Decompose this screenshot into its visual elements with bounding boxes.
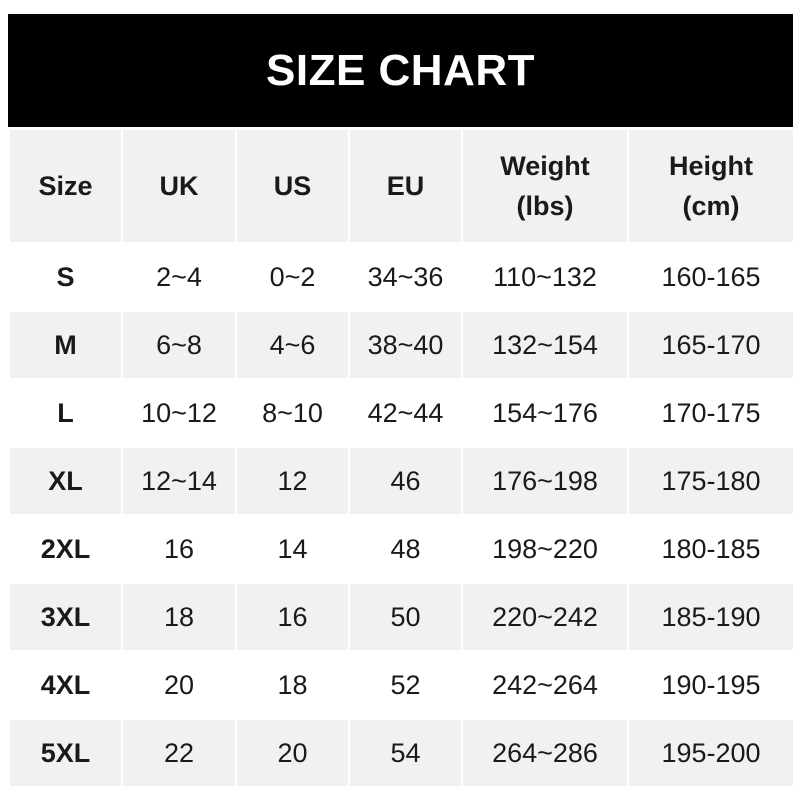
- size-cell: 4XL: [8, 650, 123, 720]
- table-row: 4XL 20 18 52 242~264 190-195: [8, 650, 795, 720]
- table-cell: 18: [121, 582, 237, 652]
- table-cell: 132~154: [461, 310, 629, 380]
- table-cell: 34~36: [348, 242, 463, 312]
- size-table: Size UK US EU Weight (lbs) Height (cm) S 2~4 0~2 3…: [8, 128, 795, 788]
- column-header-unit: (cm): [682, 191, 740, 221]
- table-cell: 195-200: [627, 718, 795, 788]
- table-cell: 50: [348, 582, 463, 652]
- table-cell: 20: [121, 650, 237, 720]
- table-cell: 185-190: [627, 582, 795, 652]
- table-row: S 2~4 0~2 34~36 110~132 160-165: [8, 242, 795, 312]
- table-cell: 154~176: [461, 378, 629, 448]
- table-cell: 0~2: [235, 242, 350, 312]
- table-cell: 190-195: [627, 650, 795, 720]
- table-cell: 110~132: [461, 242, 629, 312]
- column-header-label: Height: [669, 151, 753, 181]
- column-header-label: EU: [386, 171, 425, 201]
- table-cell: 10~12: [121, 378, 237, 448]
- header-row: Size UK US EU Weight (lbs) Height (cm): [8, 128, 795, 244]
- size-cell: S: [8, 242, 123, 312]
- table-cell: 42~44: [348, 378, 463, 448]
- table-cell: 22: [121, 718, 237, 788]
- table-cell: 16: [121, 514, 237, 584]
- size-cell: 2XL: [8, 514, 123, 584]
- column-header-label: US: [273, 171, 312, 201]
- table-cell: 220~242: [461, 582, 629, 652]
- size-cell: 5XL: [8, 718, 123, 788]
- table-row: 5XL 22 20 54 264~286 195-200: [8, 718, 795, 788]
- column-header: EU: [348, 128, 463, 244]
- table-cell: 264~286: [461, 718, 629, 788]
- table-cell: 2~4: [121, 242, 237, 312]
- table-cell: 18: [235, 650, 350, 720]
- table-cell: 180-185: [627, 514, 795, 584]
- table-cell: 12~14: [121, 446, 237, 516]
- size-cell: XL: [8, 446, 123, 516]
- size-cell: L: [8, 378, 123, 448]
- column-header-label: Weight: [500, 151, 590, 181]
- table-cell: 20: [235, 718, 350, 788]
- table-cell: 8~10: [235, 378, 350, 448]
- table-row: XL 12~14 12 46 176~198 175-180: [8, 446, 795, 516]
- table-cell: 170-175: [627, 378, 795, 448]
- table-cell: 160-165: [627, 242, 795, 312]
- table-cell: 176~198: [461, 446, 629, 516]
- table-cell: 48: [348, 514, 463, 584]
- table-cell: 12: [235, 446, 350, 516]
- column-header: UK: [121, 128, 237, 244]
- table-cell: 4~6: [235, 310, 350, 380]
- table-cell: 46: [348, 446, 463, 516]
- size-cell: 3XL: [8, 582, 123, 652]
- column-header: Size: [8, 128, 123, 244]
- table-cell: 175-180: [627, 446, 795, 516]
- table-cell: 16: [235, 582, 350, 652]
- column-header-label: UK: [159, 171, 199, 201]
- table-cell: 6~8: [121, 310, 237, 380]
- column-header: Height (cm): [627, 128, 795, 244]
- column-header: Weight (lbs): [461, 128, 629, 244]
- column-header-unit: (lbs): [516, 191, 574, 221]
- table-row: 3XL 18 16 50 220~242 185-190: [8, 582, 795, 652]
- table-cell: 52: [348, 650, 463, 720]
- size-chart-title: SIZE CHART: [8, 14, 793, 127]
- table-cell: 14: [235, 514, 350, 584]
- table-cell: 165-170: [627, 310, 795, 380]
- table-row: 2XL 16 14 48 198~220 180-185: [8, 514, 795, 584]
- table-cell: 38~40: [348, 310, 463, 380]
- table-cell: 242~264: [461, 650, 629, 720]
- table-cell: 198~220: [461, 514, 629, 584]
- column-header: US: [235, 128, 350, 244]
- table-row: M 6~8 4~6 38~40 132~154 165-170: [8, 310, 795, 380]
- size-cell: M: [8, 310, 123, 380]
- table-cell: 54: [348, 718, 463, 788]
- column-header-label: Size: [38, 171, 93, 201]
- table-row: L 10~12 8~10 42~44 154~176 170-175: [8, 378, 795, 448]
